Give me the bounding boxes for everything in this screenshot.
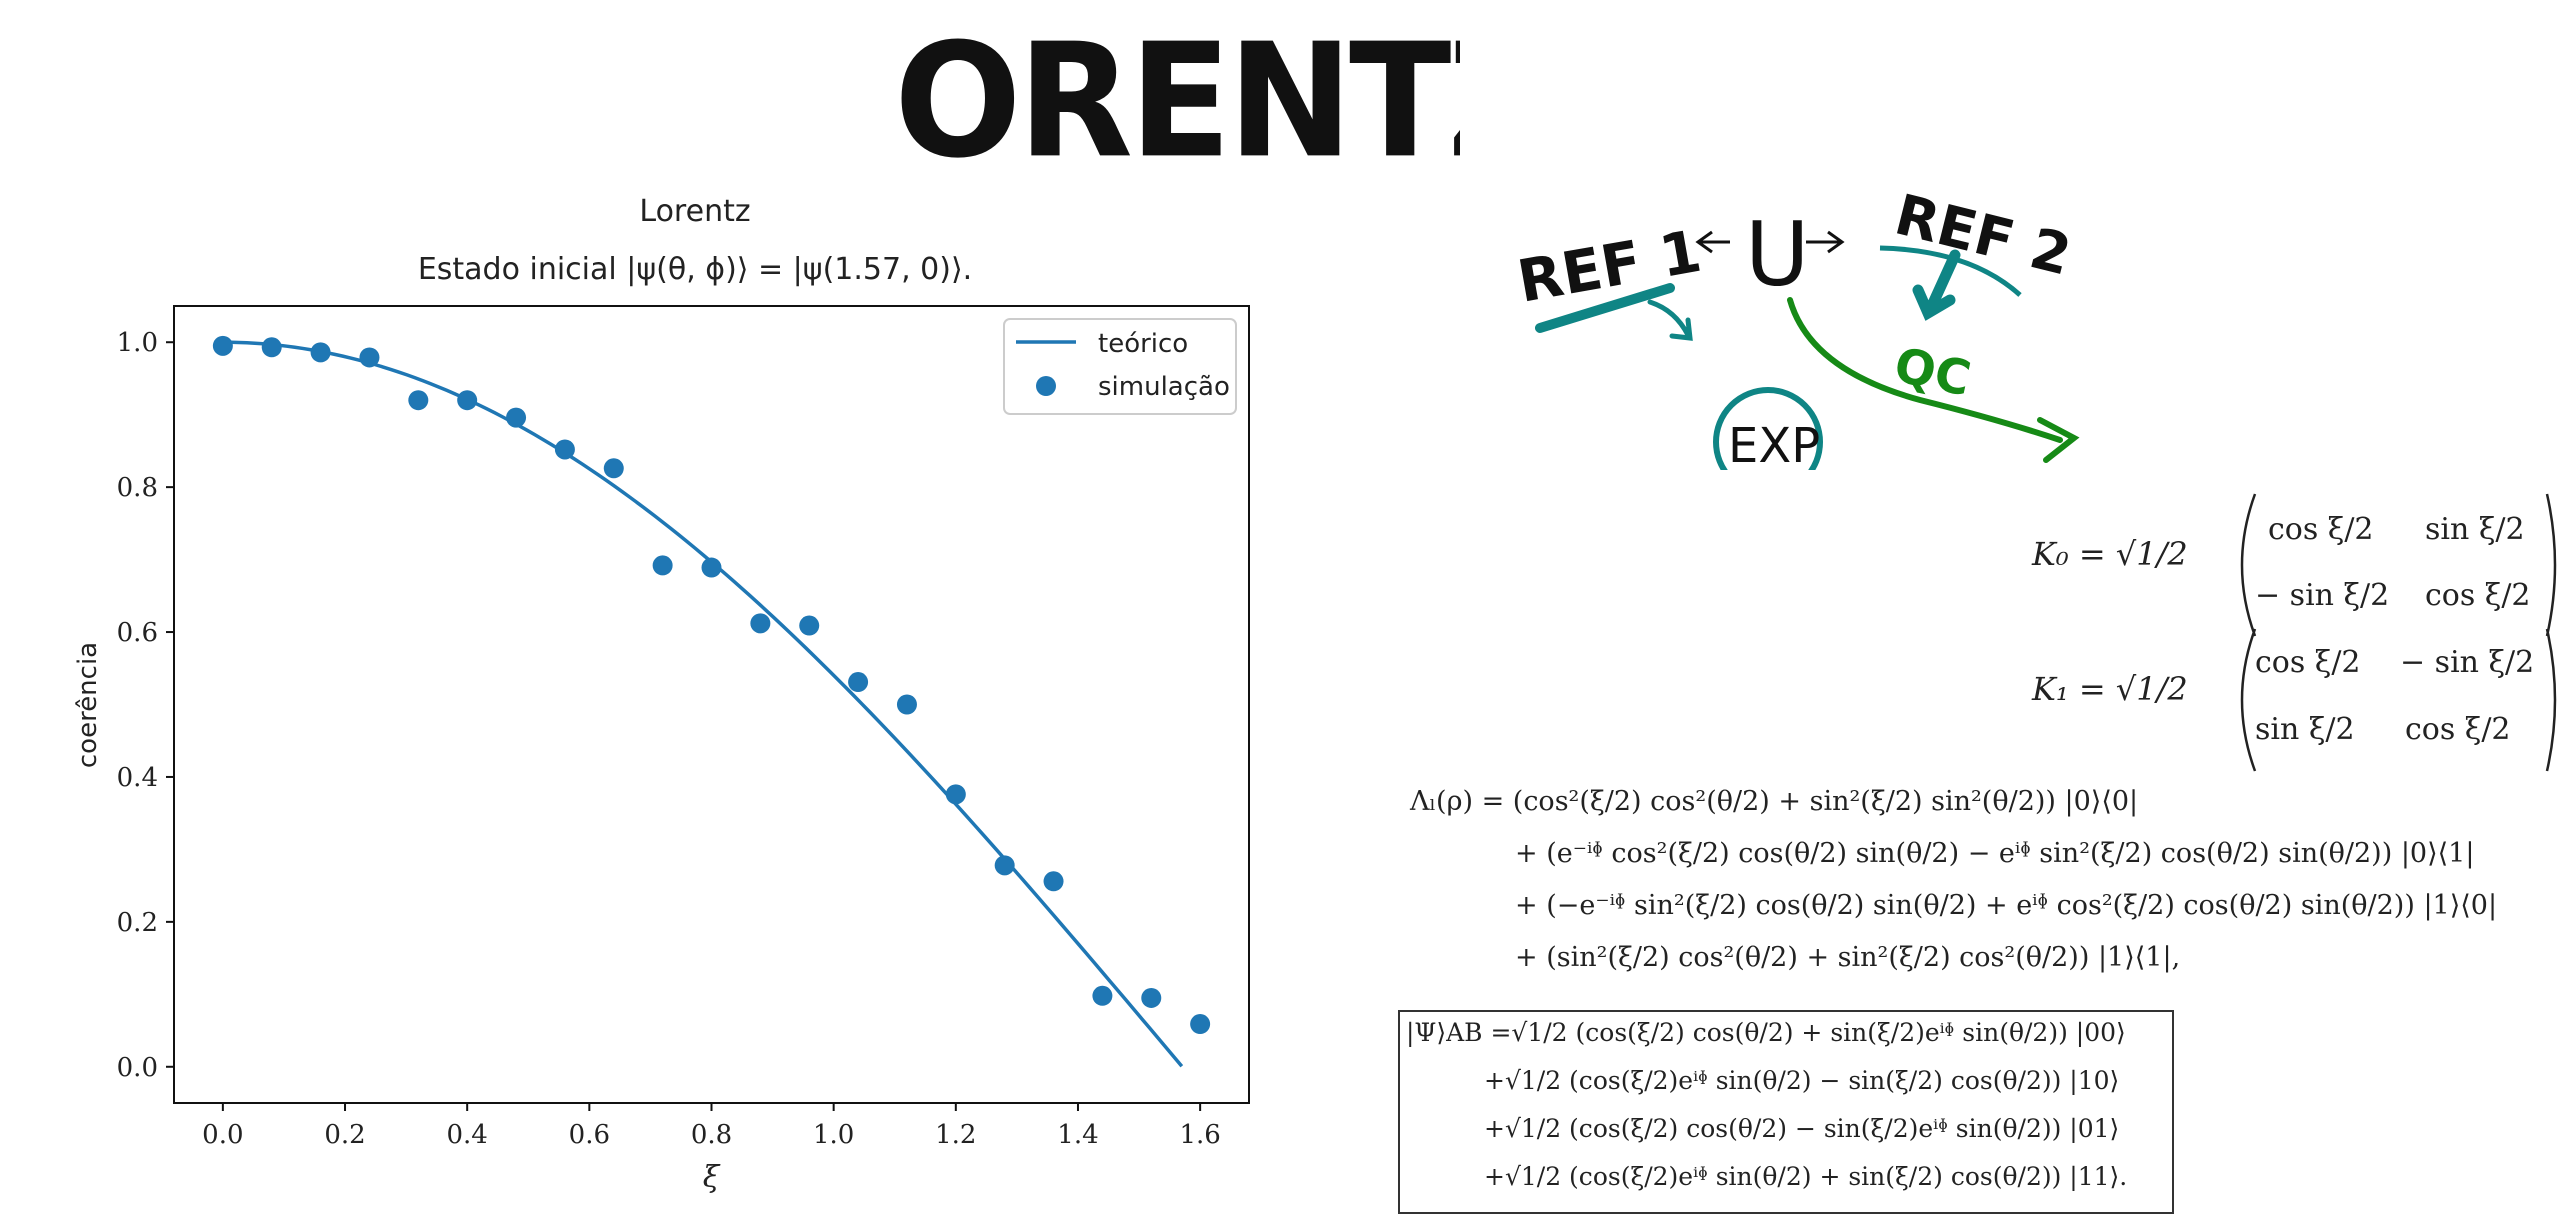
y-axis-label: coerência bbox=[73, 642, 103, 768]
k1-lhs: K₁ = √1/2 bbox=[2032, 670, 2188, 708]
x-tick-label: 0.6 bbox=[569, 1120, 610, 1150]
lambda-line-2: + (e⁻ⁱᶲ cos²(ξ/2) cos(θ/2) sin(θ/2) − eⁱ… bbox=[1515, 838, 2475, 869]
legend-marker-swatch bbox=[1036, 376, 1056, 396]
k0-r2c2: cos ξ/2 bbox=[2425, 578, 2531, 613]
plot-frame bbox=[173, 305, 1250, 1104]
x-tick-label: 0.8 bbox=[691, 1120, 732, 1150]
x-axis-label: ξ bbox=[703, 1160, 721, 1195]
simulation-point bbox=[945, 784, 966, 805]
page-title: LORENTZ bbox=[808, 0, 1556, 193]
simulation-point bbox=[799, 615, 820, 636]
lambda-line-3: + (−e⁻ⁱᶲ sin²(ξ/2) cos(θ/2) sin(θ/2) + e… bbox=[1515, 890, 2498, 921]
k0-r1c2: sin ξ/2 bbox=[2425, 512, 2525, 547]
simulation-point bbox=[261, 337, 282, 358]
psi-line-2: +√1/2 (cos(ξ/2)eⁱᶲ sin(θ/2) − sin(ξ/2) c… bbox=[1484, 1066, 2120, 1095]
simulation-points bbox=[212, 335, 1211, 1035]
ref1-label: REF 1 bbox=[1513, 217, 1706, 316]
k0-r2c1: − sin ξ/2 bbox=[2255, 578, 2390, 613]
k0-r1c1: cos ξ/2 bbox=[2268, 512, 2374, 547]
simulation-point bbox=[701, 557, 722, 578]
k1-r1c2: − sin ξ/2 bbox=[2400, 645, 2535, 680]
ref1-arrow-icon bbox=[1647, 299, 1693, 341]
psi-line-4: +√1/2 (cos(ξ/2)eⁱᶲ sin(θ/2) + sin(ξ/2) c… bbox=[1484, 1162, 2128, 1191]
y-tick-label: 1.0 bbox=[117, 328, 158, 358]
chart-title: Lorentz bbox=[639, 194, 751, 229]
legend-label-theory: teórico bbox=[1098, 329, 1188, 359]
simulation-point bbox=[750, 613, 771, 634]
simulation-point bbox=[457, 390, 478, 411]
simulation-point bbox=[408, 390, 429, 411]
k1-matrix-brackets bbox=[2240, 628, 2557, 772]
title-lettering: LORENTZ bbox=[808, 10, 1556, 193]
simulation-point bbox=[554, 439, 575, 460]
x-tick-label: 1.4 bbox=[1057, 1120, 1098, 1150]
x-tick-label: 0.0 bbox=[202, 1120, 243, 1150]
lambda-line-4: + (sin²(ξ/2) cos²(θ/2) + sin²(ξ/2) cos²(… bbox=[1515, 942, 2181, 973]
x-axis-ticks: 0.0 0.2 0.4 0.6 0.8 1.0 1.2 1.4 1.6 bbox=[202, 1103, 1221, 1150]
y-tick-label: 0.6 bbox=[117, 618, 158, 648]
psi-line-3: +√1/2 (cos(ξ/2) cos(θ/2) − sin(ξ/2)eⁱᶲ s… bbox=[1484, 1114, 2120, 1143]
simulation-point bbox=[896, 694, 917, 715]
simulation-point bbox=[603, 458, 624, 479]
left-arrow-icon bbox=[1695, 230, 1730, 254]
y-tick-label: 0.0 bbox=[117, 1053, 158, 1083]
state-box bbox=[1398, 1010, 2174, 1214]
simulation-point bbox=[1141, 987, 1162, 1008]
ref2-underline bbox=[1879, 245, 2022, 297]
right-arrow-icon bbox=[1806, 230, 1845, 254]
exp-circle-icon bbox=[1713, 387, 1823, 470]
simulation-point bbox=[1092, 985, 1113, 1006]
y-axis-ticks: 0.0 0.2 0.4 0.6 0.8 1.0 bbox=[117, 328, 174, 1083]
page-title-text: LORENTZ bbox=[900, 10, 1460, 165]
simulation-point bbox=[359, 347, 380, 368]
k0-lhs: K₀ = √1/2 bbox=[2032, 535, 2188, 573]
legend: teórico simulação bbox=[1003, 318, 1237, 415]
legend-label-simulation: simulação bbox=[1098, 372, 1230, 402]
x-tick-label: 1.2 bbox=[935, 1120, 976, 1150]
simulation-point bbox=[310, 342, 331, 363]
ref1-underline bbox=[1535, 283, 1675, 333]
x-tick-label: 0.4 bbox=[447, 1120, 488, 1150]
k0-matrix-brackets bbox=[2240, 493, 2557, 637]
ref2-arrow-icon bbox=[1912, 249, 1961, 321]
simulation-point bbox=[1043, 871, 1064, 892]
x-tick-label: 0.2 bbox=[324, 1120, 365, 1150]
x-tick-label: 1.0 bbox=[813, 1120, 854, 1150]
exp-label: EXP bbox=[1728, 418, 1820, 470]
theory-line bbox=[222, 340, 1184, 1068]
x-tick-label: 1.6 bbox=[1179, 1120, 1220, 1150]
psi-line-1: |Ψ⟩AB =√1/2 (cos(ξ/2) cos(θ/2) + sin(ξ/2… bbox=[1406, 1018, 2126, 1047]
y-tick-label: 0.4 bbox=[117, 763, 158, 793]
circuit-sketch: REF 1 U REF 2 QC EXP bbox=[1513, 183, 2080, 470]
k1-r2c2: cos ξ/2 bbox=[2405, 712, 2511, 747]
k1-r2c1: sin ξ/2 bbox=[2255, 712, 2355, 747]
y-tick-label: 0.2 bbox=[117, 908, 158, 938]
coherence-chart: 0.0 0.2 0.4 0.6 0.8 1.0 0.0 0.2 0.4 0.6 0.8 1.0 1.2… bbox=[73, 305, 1250, 1195]
simulation-point bbox=[212, 335, 233, 356]
simulation-point bbox=[506, 407, 527, 428]
simulation-point bbox=[848, 672, 869, 693]
simulation-point bbox=[1190, 1014, 1211, 1035]
y-tick-label: 0.8 bbox=[117, 473, 158, 503]
k1-r1c1: cos ξ/2 bbox=[2255, 645, 2361, 680]
simulation-point bbox=[652, 555, 673, 576]
chart-subtitle: Estado inicial |ψ(θ, ϕ)⟩ = |ψ(1.57, 0)⟩. bbox=[417, 252, 973, 287]
simulation-point bbox=[994, 855, 1015, 876]
lambda-line-1: Λₗ(ρ) = (cos²(ξ/2) cos²(θ/2) + sin²(ξ/2)… bbox=[1410, 786, 2139, 817]
unitary-label: U bbox=[1745, 203, 1809, 306]
qc-arrow-icon bbox=[1787, 297, 2080, 463]
